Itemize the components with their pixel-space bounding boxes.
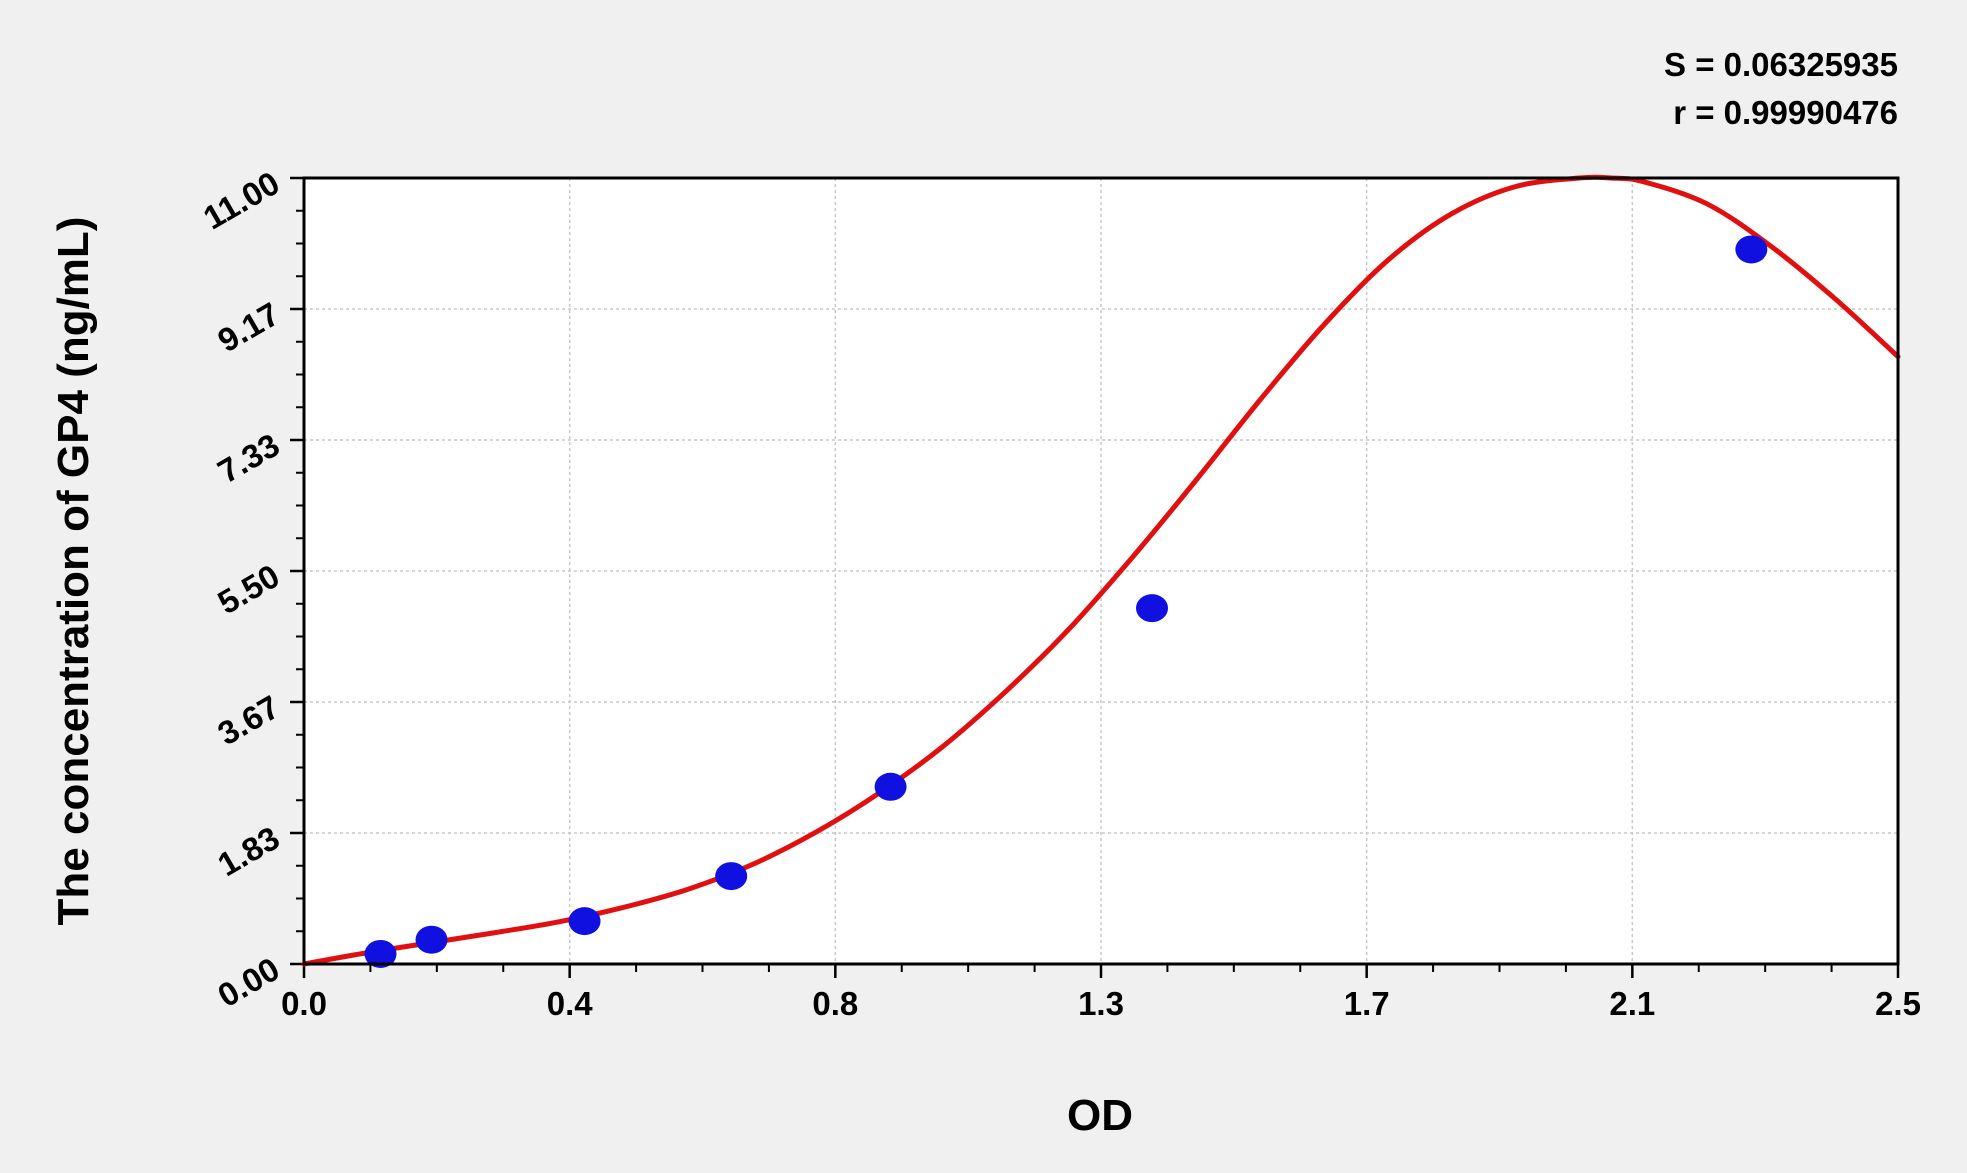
data-points [364,235,1768,968]
data-point [1136,594,1169,623]
x-tick-label: 2.1 [1609,985,1655,1022]
data-point [415,925,448,954]
x-tick-label: 1.7 [1344,985,1390,1022]
x-tick-label: 1.3 [1078,985,1124,1022]
data-point [874,772,907,801]
x-tick-label: 0.8 [812,985,858,1022]
plot-frame [302,176,1900,966]
data-point [715,862,748,891]
x-tick-label: 0.0 [281,985,327,1022]
data-point [364,939,397,968]
y-axis-title: The concentration of GP4 (ng/mL) [49,217,98,926]
stat-r-label: r = 0.99990476 [1673,94,1898,131]
x-tick-labels: 0.0 0.4 0.8 1.3 1.7 2.1 2.5 [281,985,1921,1022]
data-point [568,907,601,936]
x-tick-label: 0.4 [547,985,594,1022]
x-axis-title: OD [1067,1091,1133,1140]
stat-s-label: S = 0.06325935 [1664,46,1898,83]
x-tick-label: 2.5 [1875,985,1921,1022]
data-point [1735,235,1768,264]
grid [304,178,1898,964]
